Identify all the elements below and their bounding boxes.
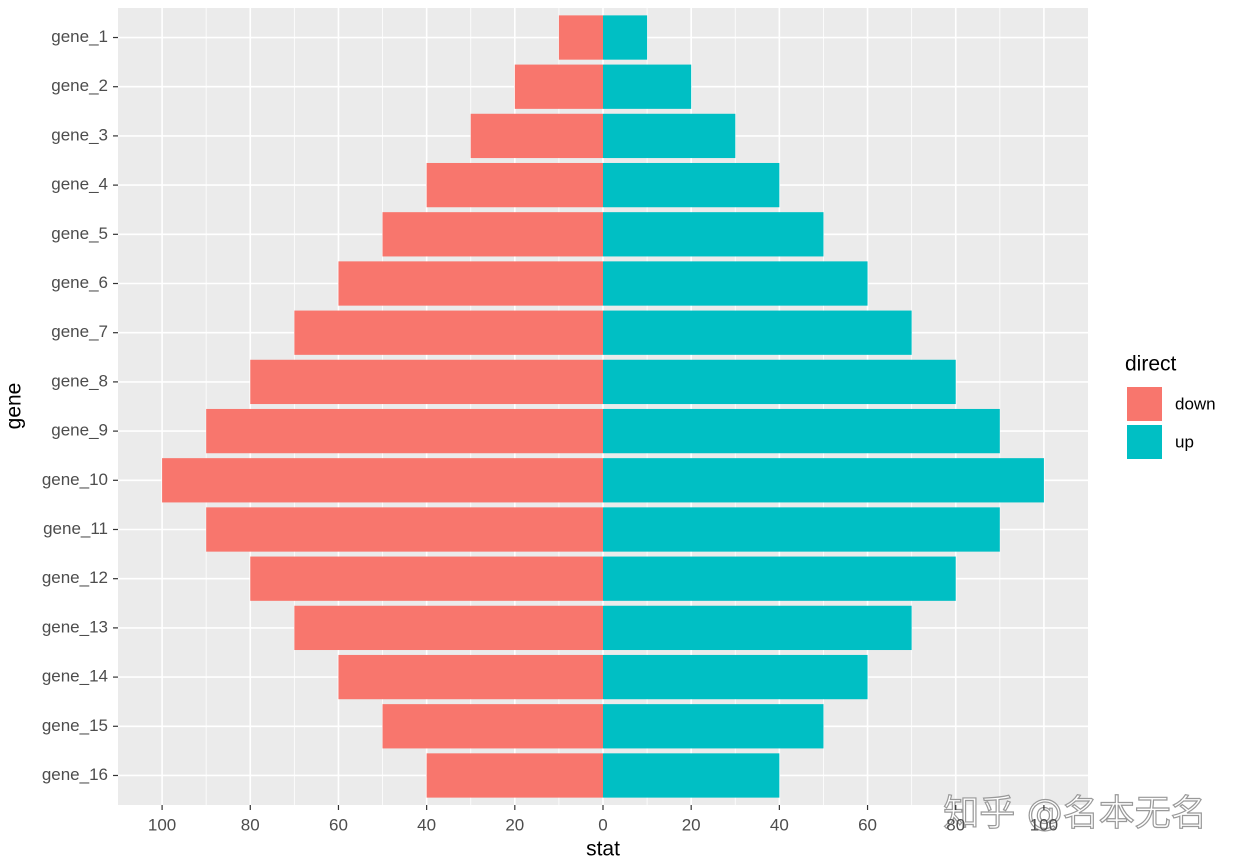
bar: [470, 113, 603, 159]
bar: [603, 556, 956, 601]
y-tick-label: gene_12: [42, 568, 108, 587]
bar: [382, 704, 603, 749]
bar: [603, 408, 1000, 454]
x-tick-label: 80: [241, 815, 260, 834]
x-tick-label: 0: [598, 815, 607, 834]
bar: [426, 162, 603, 208]
bar: [603, 64, 692, 109]
bar: [603, 162, 780, 208]
legend-label: up: [1175, 432, 1194, 451]
bar: [558, 15, 603, 60]
y-tick-label: gene_14: [42, 667, 108, 686]
bar: [514, 64, 603, 109]
bar: [294, 605, 603, 651]
bar: [603, 310, 912, 355]
bar: [338, 654, 603, 700]
x-tick-label: 20: [682, 815, 701, 834]
x-tick-label: 100: [1030, 815, 1058, 834]
y-tick-label: gene_5: [51, 224, 108, 243]
x-tick-label: 60: [329, 815, 348, 834]
bar: [426, 753, 603, 798]
bar: [603, 15, 648, 60]
x-tick-label: 60: [858, 815, 877, 834]
y-tick-label: gene_15: [42, 716, 108, 735]
x-axis-title: stat: [586, 838, 620, 861]
legend-label: down: [1175, 394, 1216, 413]
bar: [603, 507, 1000, 552]
x-tick-label: 40: [770, 815, 789, 834]
bar: [206, 408, 603, 454]
bar: [250, 359, 604, 405]
x-tick-label: 100: [148, 815, 176, 834]
y-tick-label: gene_11: [43, 519, 108, 538]
bar: [603, 654, 868, 700]
bar: [603, 359, 956, 405]
bars: [162, 15, 1044, 798]
bar: [603, 212, 824, 257]
bar: [603, 753, 780, 798]
bar: [603, 458, 1044, 503]
bar: [603, 605, 912, 651]
y-tick-label: gene_16: [42, 765, 108, 784]
legend-title: direct: [1125, 353, 1177, 376]
bar: [603, 113, 736, 159]
y-tick-label: gene_13: [42, 617, 108, 636]
y-axis-title: gene: [3, 383, 26, 430]
legend-key: [1127, 425, 1162, 459]
y-tick-label: gene_7: [51, 322, 108, 341]
bar: [603, 261, 868, 306]
y-tick-label: gene_4: [51, 175, 108, 194]
bar: [382, 212, 603, 257]
bar: [162, 458, 603, 503]
y-tick-label: gene_9: [51, 421, 108, 440]
bar: [294, 310, 603, 355]
x-tick-label: 80: [946, 815, 965, 834]
bar: [206, 507, 603, 552]
watermark: 知乎 @名本无名: [943, 793, 1206, 834]
y-tick-label: gene_2: [51, 76, 108, 95]
y-tick-label: gene_1: [51, 27, 108, 46]
bar: [603, 704, 824, 749]
y-tick-label: gene_3: [51, 125, 108, 144]
legend-key: [1127, 387, 1162, 421]
x-tick-label: 20: [505, 815, 524, 834]
x-tick-label: 40: [417, 815, 436, 834]
bar: [250, 556, 604, 601]
bar: [338, 261, 603, 306]
y-tick-label: gene_8: [51, 371, 108, 390]
y-tick-label: gene_6: [51, 273, 108, 292]
y-tick-label: gene_10: [42, 470, 108, 489]
